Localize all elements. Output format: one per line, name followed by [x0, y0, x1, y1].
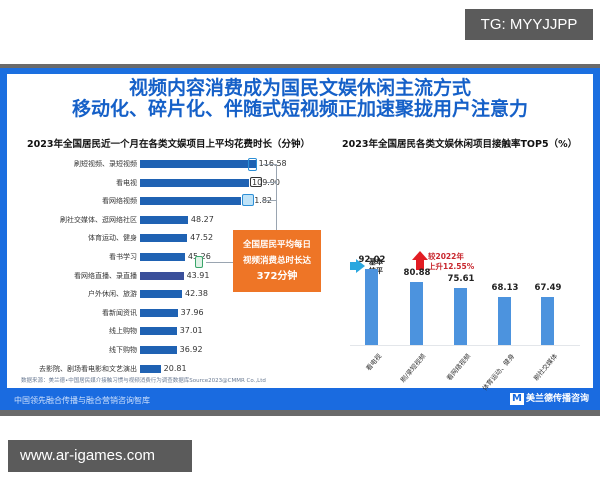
up-arrow-icon: [412, 251, 428, 260]
callout-line-3: 372分钟: [256, 271, 298, 282]
connector-line: [267, 182, 276, 183]
brand-logo-icon: M: [510, 392, 524, 405]
increase-note-line-2: 上升12.55%: [428, 262, 475, 271]
bar-value: 67.49: [534, 283, 562, 294]
bar-label: 看新闻资讯: [102, 308, 137, 317]
mobile-video-icon: [248, 158, 257, 171]
tv-icon: [250, 177, 262, 187]
bar-row: 看网络直播、录直播 43.91: [7, 270, 257, 282]
daily-video-time-callout: 全国居民平均每日 视频消费总时长达 372分钟: [233, 230, 321, 292]
bar-row: 看新闻资讯 37.96: [7, 307, 257, 319]
bar-label: 刷短视频、录短视频: [74, 160, 137, 168]
bar-value: 116.58: [259, 158, 287, 170]
title-line-2: 移动化、碎片化、伴随式短视频正加速聚拢用户注意力: [71, 98, 528, 120]
connector-line: [206, 262, 233, 263]
bar-label: 刷社交媒体、逛网络社区: [60, 215, 137, 224]
bar-label: 看书学习: [109, 253, 137, 261]
bar: [140, 253, 185, 261]
bar-value: 47.52: [190, 233, 214, 243]
infographic-panel: 视频内容消费成为国民文娱休闲主流方式 移动化、碎片化、伴随式短视频正加速聚拢用户…: [7, 74, 593, 392]
bar: [365, 269, 378, 345]
bar-row: 户外休闲、旅游 42.38: [7, 288, 257, 300]
bar-label: 看网络视频: [444, 352, 472, 383]
connector-line: [276, 164, 277, 230]
bar: [140, 271, 184, 280]
bar-value: 37.01: [179, 326, 203, 336]
bar: [454, 288, 467, 345]
web-video-icon: [242, 194, 254, 206]
watermark-top-right: TG: MYYJJPP: [465, 9, 593, 40]
bar: [140, 215, 188, 224]
bar-label: 线下购物: [109, 346, 137, 354]
bar-label: 刷社交媒体: [531, 352, 559, 383]
bar: [140, 160, 256, 168]
footer-slogan: 中国领先融合传播与融合营销咨询智库: [14, 396, 150, 405]
bar: [140, 346, 177, 354]
bar-label: 线上购物: [109, 327, 137, 336]
bar: [541, 297, 554, 345]
bar-row: 看电视 109.90: [7, 177, 280, 189]
live-stream-icon: [195, 256, 203, 268]
bar-label: 去影院、剧场看电影和文艺演出: [39, 364, 137, 373]
left-chart-title: 2023年全国居民近一个月在各类文娱项目上平均花费时长（分钟）: [27, 139, 310, 150]
bar-row: 刷短视频、录短视频 116.58: [7, 158, 287, 170]
bar-label: 看电视: [363, 352, 383, 373]
callout-line-1: 全国居民平均每日: [242, 240, 311, 250]
bar-row: 刷社交媒体、逛网络社区 48.27: [7, 214, 257, 226]
steady-arrow-icon-head: [356, 259, 365, 273]
bar: [140, 308, 178, 317]
increase-note-line-1: 较2022年: [428, 252, 464, 261]
bar-value: 43.91: [186, 270, 210, 280]
steady-arrow-icon: [350, 262, 357, 270]
right-chart-title: 2023年全国居民各类文娱休闲项目接触率TOP5（%）: [342, 139, 578, 150]
bar-value: 48.27: [190, 214, 214, 224]
watermark-bottom-left: www.ar-igames.com: [8, 440, 192, 472]
title-line-1: 视频内容消费成为国民文娱休闲主流方式: [128, 77, 471, 99]
frame-bottom-edge: [0, 410, 600, 416]
bar: [140, 178, 250, 187]
x-axis-baseline: [350, 345, 580, 346]
callout-line-2: 视频消费总时长达: [242, 256, 311, 266]
bar-label: 户外休闲、旅游: [88, 290, 137, 299]
brand-name: 美兰德传播咨询: [526, 394, 590, 404]
bar: [140, 327, 177, 336]
bar-value: 20.81: [163, 363, 187, 373]
bar-label: 刷/录短视频: [399, 352, 428, 385]
bar: [140, 290, 183, 299]
bar-value: 36.92: [179, 345, 203, 354]
bar-row: 线下购物 36.92: [7, 344, 257, 356]
bar: [140, 234, 188, 243]
bar-label: 看电视: [116, 178, 137, 187]
infographic-frame: 视频内容消费成为国民文娱休闲主流方式 移动化、碎片化、伴随式短视频正加速聚拢用户…: [0, 64, 600, 416]
increase-note: 较2022年 上升12.55%: [428, 252, 474, 272]
bar-label: 看网络视频: [102, 197, 137, 206]
page-title: 视频内容消费成为国民文娱休闲主流方式 移动化、碎片化、伴随式短视频正加速聚拢用户…: [7, 78, 593, 120]
footer-brand: M 美兰德传播咨询: [510, 391, 589, 405]
bar: [410, 281, 423, 345]
bar-value: 37.96: [180, 307, 204, 317]
connector-line: [263, 164, 276, 165]
bar-row: 去影院、剧场看电影和文艺演出 20.81: [7, 363, 257, 375]
bar: [140, 197, 242, 206]
bar-label: 体育运动、健身: [88, 234, 137, 243]
bar-value: 80.88: [403, 267, 431, 278]
bar-label: 看网络直播、录直播: [74, 271, 137, 280]
bar-value: 68.13: [491, 282, 519, 293]
bar-value: 75.61: [447, 274, 475, 285]
steady-note-line-1: 基本: [369, 258, 383, 266]
connector-line: [262, 200, 276, 201]
bar-row: 体育运动、健身 47.52: [7, 232, 257, 244]
bar-label: 体育运动、健身: [480, 352, 516, 393]
up-arrow-icon-tail: [416, 260, 424, 270]
bar-value: 42.38: [185, 289, 208, 299]
bar-value: 101.82: [244, 196, 273, 206]
bar: [140, 364, 161, 373]
bar-value: 92.02: [358, 255, 386, 266]
bar-row: 看网络视频 101.82: [7, 195, 272, 207]
bar: [498, 296, 511, 345]
data-source: 数据来源：美兰德•中国居民媒介接触习惯与视频消费行为调查数据库Source202…: [21, 378, 266, 384]
bar-value: 109.90: [252, 177, 281, 187]
bar-row: 线上购物 37.01: [7, 325, 257, 337]
